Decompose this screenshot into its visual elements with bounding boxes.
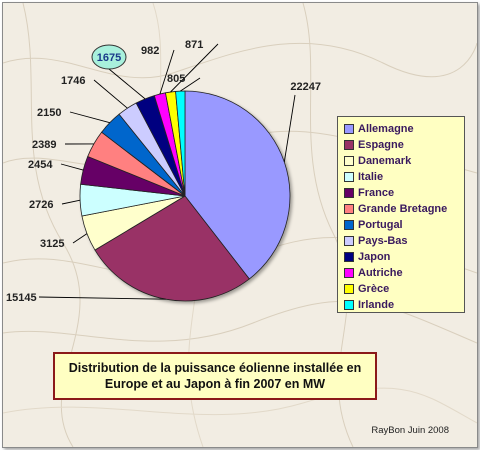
author-credit: RayBon Juin 2008 [371,425,449,436]
legend-label: Japon [358,251,391,263]
leader-line-espagne [38,296,166,300]
data-label-grande-bretagne: 2389 [32,139,56,151]
legend-label: Italie [358,171,384,183]
data-label-japon: 1675 [97,52,121,64]
legend-item-portugal: Portugal [344,217,464,233]
legend-swatch [344,204,354,214]
legend-label: Grèce [358,283,390,295]
pie-chart: 22247 15145 3125 2726 2454 2389 2150 1746 1675 98… [3,3,477,447]
leader-line-portugal [69,111,110,124]
legend-label: Pays-Bas [358,235,408,247]
data-label-autriche: 982 [141,45,159,57]
leader-lines [38,43,296,300]
legend: Allemagne Espagne Danemark Italie France Gran… [337,116,465,313]
legend-item-italie: Italie [344,169,464,185]
legend-label: Danemark [358,155,412,167]
data-label-allemagne: 22247 [290,81,321,93]
legend-swatch [344,284,354,294]
legend-swatch [344,220,354,230]
legend-label: Autriche [358,267,403,279]
pie-slice-irlande [175,90,186,197]
legend-item-pays-bas: Pays-Bas [344,233,464,249]
legend-label: Espagne [358,139,404,151]
data-label-portugal: 2150 [37,107,61,119]
pie-slice-allemagne [184,90,291,280]
legend-label: Portugal [358,219,403,231]
legend-swatch [344,156,354,166]
legend-item-grande-bretagne: Grande Bretagne [344,201,464,217]
legend-swatch [344,188,354,198]
legend-item-grece: Grèce [344,281,464,297]
legend-swatch [344,124,354,134]
legend-swatch [344,140,354,150]
legend-item-france: France [344,185,464,201]
highlight-bubble [91,44,127,70]
legend-swatch [344,172,354,182]
legend-item-irlande: Irlande [344,297,464,313]
data-labels: 22247 15145 3125 2726 2454 2389 2150 1746 1675 98… [6,39,321,304]
legend-label: Irlande [358,299,395,311]
data-label-danemark: 3125 [40,238,64,250]
pie-slice-espagne [94,195,250,302]
legend-label: Allemagne [358,123,414,135]
leader-line-autriche [159,49,175,95]
leader-line-japon [108,68,146,100]
legend-item-autriche: Autriche [344,265,464,281]
legend-item-danemark: Danemark [344,153,464,169]
legend-swatch [344,268,354,278]
leader-line-grece [170,43,219,93]
chart-title: Distribution de la puissance éolienne in… [53,352,377,400]
leader-line-danemark [72,233,88,244]
data-label-grece: 871 [185,39,203,51]
leader-line-allemagne [283,94,296,163]
leader-line-pays-bas [93,79,128,109]
data-label-italie: 2726 [29,199,53,211]
legend-label: Grande Bretagne [358,203,448,215]
leader-line-irlande [180,77,201,92]
legend-swatch [344,236,354,246]
leader-line-italie [61,199,81,205]
data-label-espagne: 15145 [6,292,37,304]
legend-swatch [344,252,354,262]
data-label-france: 2454 [28,159,53,171]
legend-item-espagne: Espagne [344,137,464,153]
pie [79,90,291,302]
data-label-pays-bas: 1746 [61,75,85,87]
data-label-irlande: 805 [167,73,185,85]
legend-item-japon: Japon [344,249,464,265]
legend-item-allemagne: Allemagne [344,121,464,137]
leader-line-france [60,163,84,171]
legend-label: France [358,187,395,199]
legend-swatch [344,300,354,310]
